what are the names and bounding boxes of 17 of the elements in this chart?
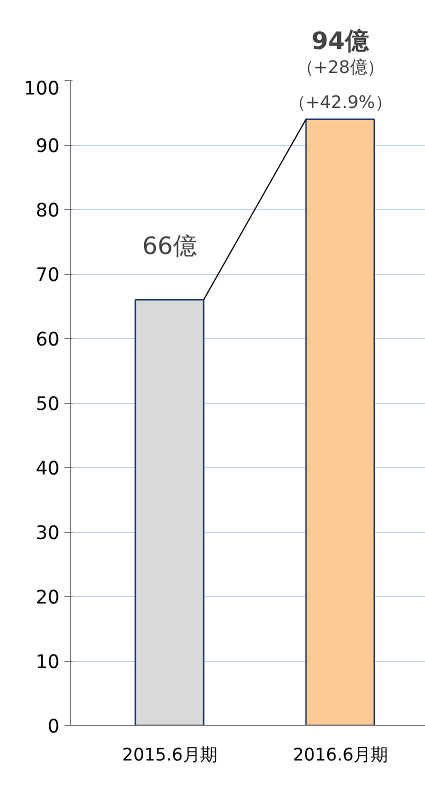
annotation: （+28億） xyxy=(296,58,384,78)
data-label: 66億 xyxy=(142,232,197,260)
y-tick-label: 40 xyxy=(36,458,60,480)
y-tick-label: 30 xyxy=(36,523,60,544)
y-tick-label: 80 xyxy=(36,200,60,222)
y-tick-label: 20 xyxy=(36,588,60,608)
y-tick-label: 0 xyxy=(48,716,60,738)
x-tick-label: 2015.6月期 xyxy=(122,746,217,766)
annotation: （+42.9%） xyxy=(288,93,392,114)
x-tick-label: 2016.6月期 xyxy=(292,746,388,766)
data-label: 94億 xyxy=(311,27,370,56)
y-tick-label: 70 xyxy=(36,265,60,286)
y-tick-label: 100 xyxy=(24,78,60,100)
y-tick-label: 10 xyxy=(36,652,60,673)
y-tick-label: 60 xyxy=(36,330,60,350)
y-tick-label: 50 xyxy=(36,394,60,415)
y-tick-label: 90 xyxy=(36,136,60,157)
